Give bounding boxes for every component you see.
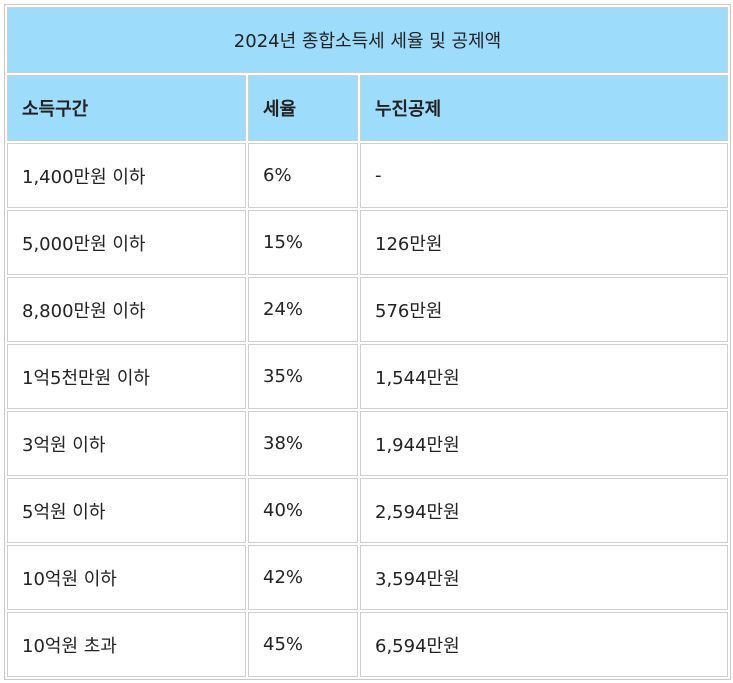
title-row: 2024년 종합소득세 세율 및 공제액 [7,7,729,73]
deduction-cell: - [360,143,729,208]
income-bracket-cell: 5,000만원 이하 [7,210,246,275]
table-row: 3억원 이하 38% 1,944만원 [7,411,729,476]
deduction-cell: 126만원 [360,210,729,275]
tax-rate-table: 2024년 종합소득세 세율 및 공제액 소득구간 세율 누진공제 1,400만… [4,4,732,680]
income-bracket-cell: 1억5천만원 이하 [7,344,246,409]
income-bracket-cell: 10억원 이하 [7,545,246,610]
tax-rate-cell: 45% [248,612,358,677]
header-income-bracket: 소득구간 [7,75,246,141]
tax-rate-cell: 35% [248,344,358,409]
deduction-cell: 576만원 [360,277,729,342]
deduction-cell: 6,594만원 [360,612,729,677]
deduction-cell: 1,544만원 [360,344,729,409]
tax-rate-cell: 24% [248,277,358,342]
header-tax-rate: 세율 [248,75,358,141]
deduction-cell: 3,594만원 [360,545,729,610]
table-row: 8,800만원 이하 24% 576만원 [7,277,729,342]
tax-rate-cell: 40% [248,478,358,543]
table-row: 10억원 이하 42% 3,594만원 [7,545,729,610]
header-row: 소득구간 세율 누진공제 [7,75,729,141]
table-row: 1,400만원 이하 6% - [7,143,729,208]
table-row: 1억5천만원 이하 35% 1,544만원 [7,344,729,409]
tax-rate-cell: 15% [248,210,358,275]
income-bracket-cell: 1,400만원 이하 [7,143,246,208]
tax-rate-cell: 42% [248,545,358,610]
income-bracket-cell: 8,800만원 이하 [7,277,246,342]
tax-rate-cell: 38% [248,411,358,476]
deduction-cell: 1,944만원 [360,411,729,476]
table-title: 2024년 종합소득세 세율 및 공제액 [7,7,729,73]
table-row: 10억원 초과 45% 6,594만원 [7,612,729,677]
tax-rate-table-container: 2024년 종합소득세 세율 및 공제액 소득구간 세율 누진공제 1,400만… [4,4,732,680]
table-row: 5억원 이하 40% 2,594만원 [7,478,729,543]
income-bracket-cell: 3억원 이하 [7,411,246,476]
tax-rate-cell: 6% [248,143,358,208]
income-bracket-cell: 10억원 초과 [7,612,246,677]
income-bracket-cell: 5억원 이하 [7,478,246,543]
deduction-cell: 2,594만원 [360,478,729,543]
header-progressive-deduction: 누진공제 [360,75,729,141]
table-row: 5,000만원 이하 15% 126만원 [7,210,729,275]
